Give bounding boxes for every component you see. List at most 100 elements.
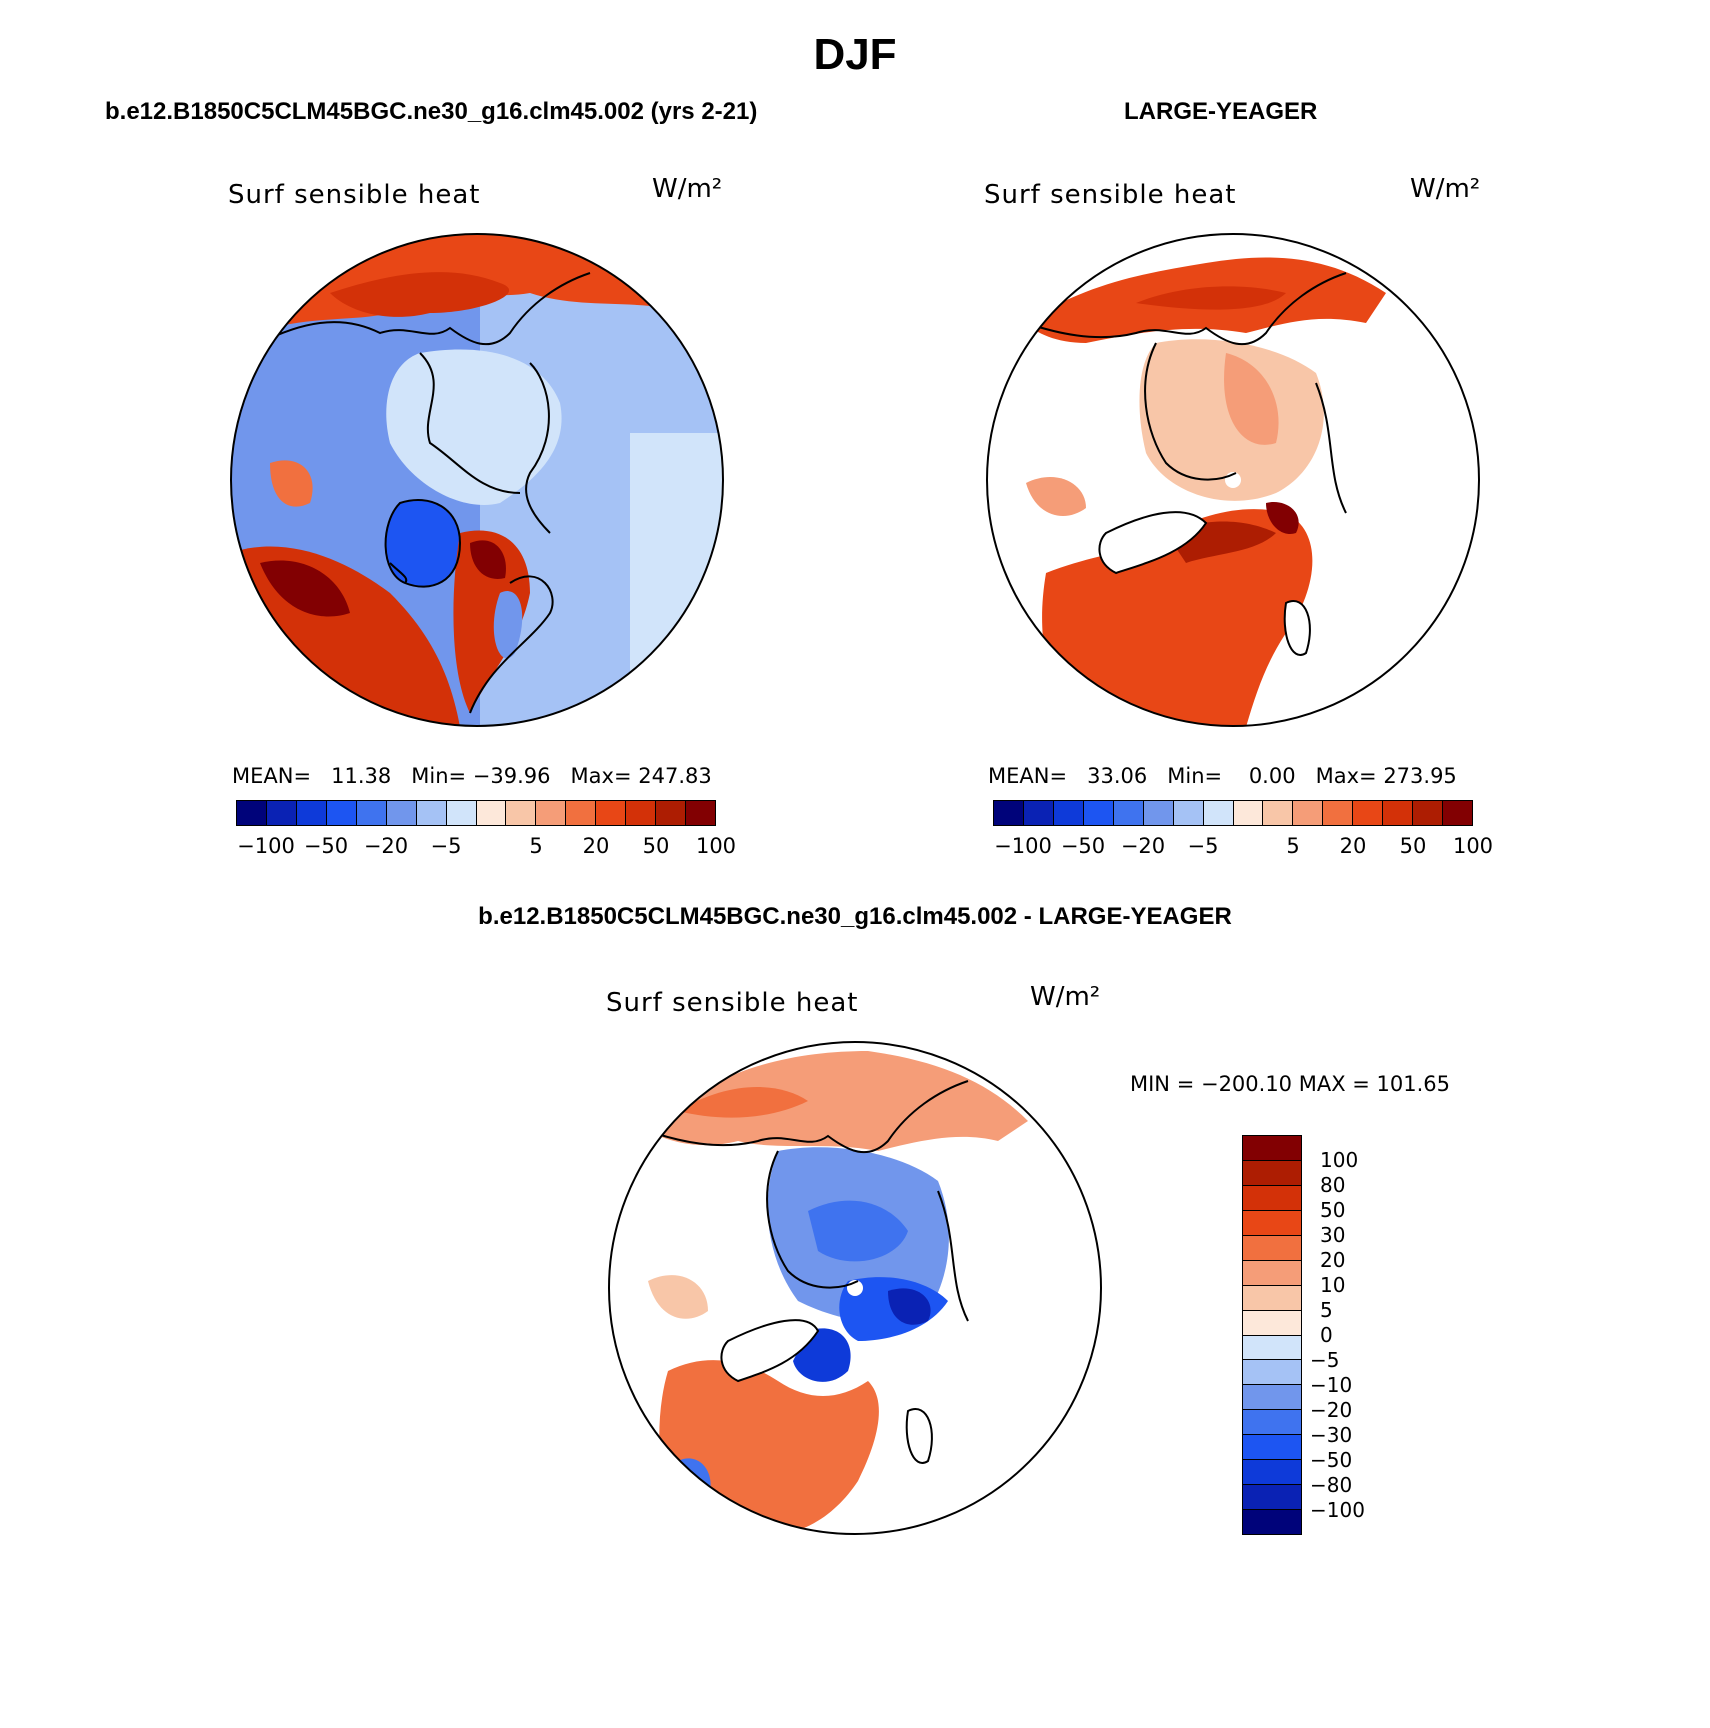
panel1-map-border xyxy=(230,233,724,727)
panel1-greenland xyxy=(385,499,460,587)
colorbar-swatch xyxy=(1292,801,1323,825)
colorbar-swatch xyxy=(1052,801,1083,825)
main-title: DJF xyxy=(813,30,897,79)
colorbar-swatch xyxy=(475,801,506,825)
colorbar-swatch xyxy=(1022,801,1053,825)
colorbar-tick-label: −5 xyxy=(1187,834,1219,858)
colorbar-tick-label: −20 xyxy=(1120,834,1166,858)
colorbar-swatch xyxy=(1082,801,1113,825)
colorbar-swatch xyxy=(1243,1359,1301,1385)
colorbar-swatch xyxy=(1243,1484,1301,1510)
colorbar-tick-label: 0 xyxy=(1320,1323,1333,1347)
colorbar-tick-label: −20 xyxy=(1310,1398,1353,1422)
colorbar-swatch xyxy=(1442,801,1472,825)
colorbar-tick-label: −5 xyxy=(430,834,462,858)
colorbar-tick-label: 100 xyxy=(1452,834,1494,858)
colorbar-swatch xyxy=(1172,801,1203,825)
colorbar-tick-label: 100 xyxy=(695,834,737,858)
panel1-colorbar-ticks: −100 −50 −20 −5 5 20 50 100 xyxy=(236,834,736,864)
colorbar-swatch xyxy=(595,801,626,825)
panel2-coastlines xyxy=(1025,272,1347,656)
colorbar-tick-label: 20 xyxy=(1339,834,1367,858)
colorbar-tick-label: 50 xyxy=(1399,834,1427,858)
colorbar-swatch xyxy=(565,801,596,825)
panel2-stats: MEAN= 33.06 Min= 0.00 Max= 273.95 xyxy=(988,764,1457,788)
colorbar-tick-label: −10 xyxy=(1310,1373,1353,1397)
colorbar-swatch xyxy=(1243,1459,1301,1485)
colorbar-swatch xyxy=(415,801,446,825)
panel2-map-border xyxy=(986,233,1480,727)
colorbar-swatch xyxy=(265,801,296,825)
difference-coastlines xyxy=(647,1080,969,1464)
colorbar-swatch xyxy=(1352,801,1383,825)
difference-title: b.e12.B1850C5CLM45BGC.ne30_g16.clm45.002… xyxy=(478,903,1232,930)
difference-map xyxy=(608,1041,1102,1535)
colorbar-swatch xyxy=(655,801,686,825)
difference-units: W/m² xyxy=(1030,982,1101,1012)
colorbar-swatch xyxy=(1243,1284,1301,1310)
panel2-units: W/m² xyxy=(1410,174,1481,204)
colorbar-swatch xyxy=(1232,801,1263,825)
colorbar-swatch xyxy=(1243,1334,1301,1360)
panel1-variable-title: Surf sensible heat xyxy=(228,180,481,210)
colorbar-tick-label: 20 xyxy=(1320,1248,1346,1272)
panel1-arctic-ocean xyxy=(386,349,562,505)
panel1-case-title: b.e12.B1850C5CLM45BGC.ne30_g16.clm45.002… xyxy=(105,98,758,125)
colorbar-swatch xyxy=(1243,1309,1301,1335)
colorbar-swatch xyxy=(1243,1409,1301,1435)
difference-map-border xyxy=(608,1041,1102,1535)
colorbar-tick-label: −50 xyxy=(1310,1448,1353,1472)
colorbar-tick-label: 50 xyxy=(1320,1198,1346,1222)
colorbar-swatch xyxy=(505,801,536,825)
colorbar-tick-label: 30 xyxy=(1320,1223,1346,1247)
colorbar-tick-label: 20 xyxy=(582,834,610,858)
colorbar-tick-label: 100 xyxy=(1320,1148,1359,1172)
colorbar-tick-label: 5 xyxy=(529,834,543,858)
colorbar-swatch xyxy=(385,801,416,825)
panel1-units: W/m² xyxy=(652,174,723,204)
panel1-coastlines xyxy=(259,272,591,714)
colorbar-swatch xyxy=(1243,1259,1301,1285)
colorbar-swatch xyxy=(1243,1209,1301,1235)
colorbar-tick-label: 5 xyxy=(1286,834,1300,858)
difference-range: MIN = −200.10 MAX = 101.65 xyxy=(1130,1072,1451,1096)
colorbar-tick-label: −100 xyxy=(237,834,295,858)
panel1-colorbar xyxy=(236,800,716,826)
colorbar-tick-label: −5 xyxy=(1310,1348,1340,1372)
colorbar-swatch xyxy=(445,801,476,825)
colorbar-swatch xyxy=(1322,801,1353,825)
panel2-case-title: LARGE-YEAGER xyxy=(1124,98,1318,125)
colorbar-swatch xyxy=(295,801,326,825)
colorbar-tick-label: 10 xyxy=(1320,1273,1346,1297)
colorbar-swatch xyxy=(1202,801,1233,825)
colorbar-swatch xyxy=(1243,1159,1301,1185)
colorbar-tick-label: −50 xyxy=(1060,834,1106,858)
colorbar-tick-label: −30 xyxy=(1310,1423,1353,1447)
colorbar-swatch xyxy=(1243,1384,1301,1410)
colorbar-swatch xyxy=(685,801,715,825)
colorbar-tick-label: −20 xyxy=(363,834,409,858)
colorbar-tick-label: 5 xyxy=(1320,1298,1333,1322)
difference-colorbar xyxy=(1242,1135,1302,1535)
panel2-colorbar xyxy=(993,800,1473,826)
panel2-map xyxy=(986,233,1480,727)
colorbar-swatch xyxy=(355,801,386,825)
colorbar-tick-label: 80 xyxy=(1320,1173,1346,1197)
colorbar-swatch xyxy=(1262,801,1293,825)
colorbar-swatch xyxy=(1412,801,1443,825)
colorbar-tick-label: −50 xyxy=(303,834,349,858)
colorbar-swatch xyxy=(535,801,566,825)
difference-siberia-band xyxy=(648,1051,1028,1151)
colorbar-swatch xyxy=(1243,1136,1301,1160)
colorbar-swatch xyxy=(1243,1434,1301,1460)
colorbar-swatch xyxy=(1112,801,1143,825)
panel1-stats: MEAN= 11.38 Min= −39.96 Max= 247.83 xyxy=(232,764,712,788)
difference-colorbar-ticks: 100 80 50 30 20 10 5 0 −5 −10 −20 −30 −50 −80 −100 xyxy=(1310,1135,1430,1535)
colorbar-swatch xyxy=(1243,1184,1301,1210)
colorbar-swatch xyxy=(325,801,356,825)
colorbar-swatch xyxy=(1142,801,1173,825)
panel2-variable-title: Surf sensible heat xyxy=(984,180,1237,210)
colorbar-swatch xyxy=(237,801,266,825)
colorbar-swatch xyxy=(625,801,656,825)
panel1-map xyxy=(230,233,724,727)
